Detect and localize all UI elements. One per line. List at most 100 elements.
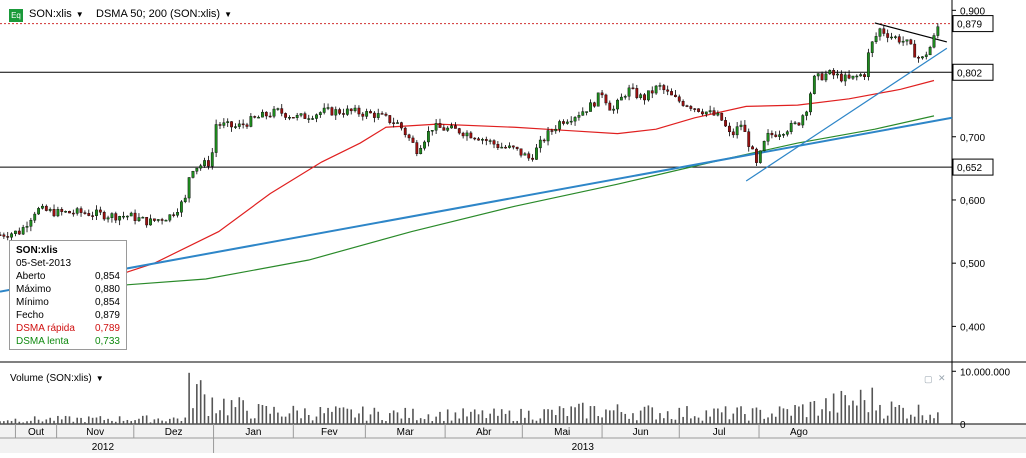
candle-body [901, 40, 905, 43]
price-marker-box [952, 158, 994, 176]
fast-sma-line [77, 79, 935, 290]
candle-body [291, 117, 295, 119]
legend-label: DSMA lenta [16, 336, 69, 347]
candle-body [639, 94, 643, 98]
candle-body [631, 87, 635, 90]
candle-body [249, 116, 253, 127]
equity-icon[interactable]: Eq [9, 9, 23, 22]
indicator-selector[interactable]: DSMA 50; 200 (SON:xlis) ▼ [96, 8, 232, 20]
candle-body [438, 123, 442, 128]
candle-body [307, 118, 311, 120]
candle-body [234, 126, 237, 128]
indicator-label: DSMA 50; 200 (SON:xlis) [96, 8, 221, 20]
candle-body [897, 36, 901, 43]
legend-row-low: Mínimo 0,854 [16, 296, 120, 309]
candle-body [152, 218, 156, 221]
candle-body [98, 209, 102, 213]
candle-body [735, 126, 739, 136]
candle-body [643, 94, 646, 101]
candle-body [141, 216, 145, 219]
candle-body [168, 214, 172, 221]
candle-body [708, 110, 712, 113]
candle-body [650, 90, 654, 94]
candle-body [172, 214, 176, 216]
candle-body [315, 114, 318, 119]
candle-body [365, 111, 369, 117]
candle-body [461, 132, 465, 137]
candle-body [828, 70, 832, 75]
candle-body [257, 116, 260, 119]
price-marker-label: 0,802 [957, 68, 982, 79]
candle-body [280, 108, 284, 114]
candle-body [592, 102, 596, 107]
price-marker-box [952, 15, 994, 33]
candle-body [191, 171, 195, 178]
candle-body [766, 132, 770, 142]
candle-body [102, 212, 106, 220]
candle-body [562, 121, 565, 124]
candle-body [739, 124, 743, 127]
maximize-pane-icon[interactable]: ▢ [924, 374, 933, 384]
candle-body [619, 96, 623, 101]
candle-body [110, 213, 114, 218]
y-tick-label: 0,400 [960, 322, 985, 333]
candle-body [836, 73, 839, 76]
candle-body [785, 131, 789, 135]
candle-body [770, 132, 774, 136]
candle-body [635, 88, 639, 98]
candle-body [484, 139, 488, 141]
candle-body [693, 108, 697, 110]
candle-body [284, 113, 287, 118]
month-label: Abr [476, 427, 492, 438]
price-marker-label: 0,879 [957, 20, 982, 31]
candle-body [376, 113, 380, 118]
candle-body [207, 160, 210, 167]
legend-value: 0,880 [94, 284, 120, 295]
candle-body [64, 211, 68, 213]
candle-body [218, 124, 222, 126]
candle-body [276, 108, 280, 110]
chevron-down-icon: ▼ [75, 10, 84, 19]
candle-body [546, 130, 550, 142]
candle-body [778, 134, 782, 137]
candle-body [866, 52, 870, 77]
legend-row-open: Aberto 0,854 [16, 270, 120, 283]
candle-body [928, 46, 932, 56]
trendline [745, 47, 948, 182]
candle-body [720, 112, 724, 121]
volume-pane-selector[interactable]: Volume (SON:xlis) ▼ [10, 373, 104, 384]
close-pane-icon[interactable]: ✕ [938, 373, 946, 383]
symbol-selector[interactable]: SON:xlis ▼ [29, 8, 84, 20]
candle-body [654, 85, 658, 94]
candle-body [322, 107, 326, 113]
candle-body [812, 75, 816, 94]
month-label: Mar [397, 427, 415, 438]
candle-body [237, 123, 241, 127]
candle-body [724, 120, 727, 127]
candle-body [481, 139, 484, 141]
candle-body [430, 130, 434, 132]
candle-body [87, 213, 91, 216]
legend-label: Máximo [16, 284, 52, 295]
volume-bars-group [0, 372, 939, 424]
candle-body [288, 117, 291, 119]
candle-body [832, 70, 836, 76]
candle-body [504, 146, 507, 149]
candle-body [6, 236, 10, 238]
candle-body [95, 209, 98, 216]
candle-body [508, 145, 511, 148]
candle-body [755, 148, 758, 163]
candle-body [326, 107, 330, 109]
candle-body [477, 138, 480, 141]
candle-body [870, 41, 874, 53]
candle-body [21, 227, 25, 235]
candle-body [68, 211, 71, 214]
candle-body [272, 108, 276, 117]
legend-value: 0,854 [94, 271, 120, 282]
candle-body [924, 54, 928, 57]
candle-body [419, 148, 423, 155]
candle-body [245, 124, 249, 127]
candle-body [847, 74, 851, 79]
